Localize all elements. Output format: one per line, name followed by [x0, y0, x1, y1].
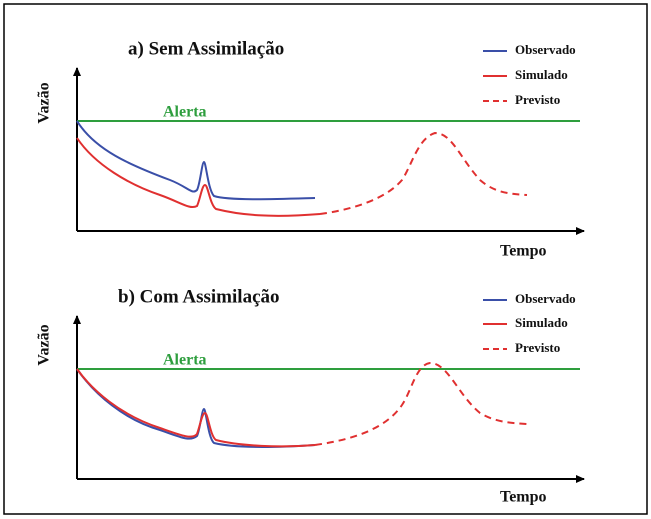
forecast-curve — [314, 361, 528, 446]
legend-label: Observado — [515, 42, 576, 57]
x-label: Tempo — [500, 489, 547, 506]
panel-title: a) Sem Assimilação — [128, 38, 284, 59]
legend-label: Observado — [515, 291, 576, 306]
x-label: Tempo — [500, 243, 547, 260]
legend-label: Previsto — [515, 92, 560, 107]
y-label: Vazão — [36, 324, 53, 365]
frame — [3, 3, 648, 515]
simulated-curve — [76, 137, 321, 217]
observed-curve — [76, 120, 316, 201]
panel-b: b) Com Assimilação Vazão Tempo Alerta Ob… — [36, 286, 585, 506]
y-label: Vazão — [36, 82, 53, 123]
legend-label: Simulado — [515, 315, 568, 330]
legend-label: Simulado — [515, 67, 568, 82]
panel-title: b) Com Assimilação — [118, 286, 280, 307]
panel-a: a) Sem Assimilação Vazão Tempo Alerta Ob… — [36, 38, 585, 260]
simulated-curve — [76, 368, 316, 448]
legend-label: Previsto — [515, 340, 560, 355]
alert-label: Alerta — [163, 352, 207, 369]
alert-label: Alerta — [163, 104, 207, 121]
forecast-curve — [319, 131, 528, 215]
